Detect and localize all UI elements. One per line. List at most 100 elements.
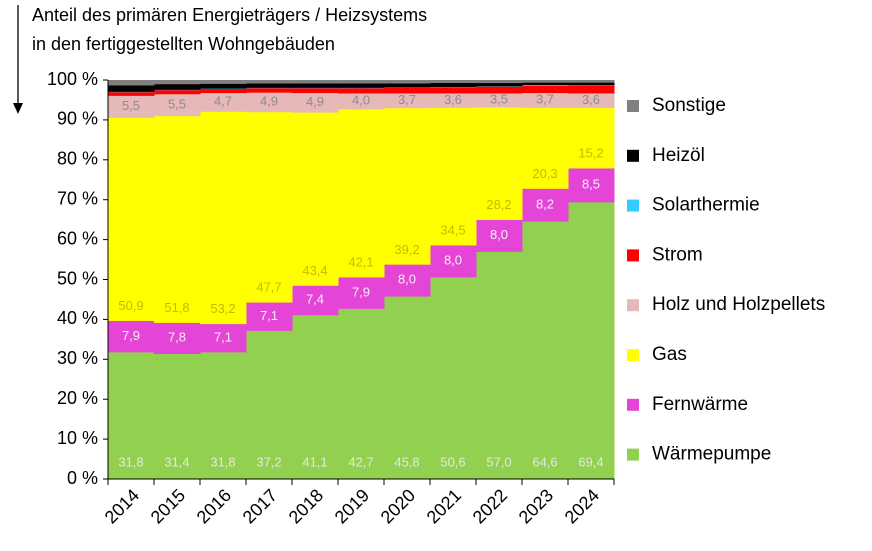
bar-segment <box>246 111 293 303</box>
data-label: 3,6 <box>444 92 462 107</box>
data-label: 50,6 <box>440 454 465 469</box>
bar-segment <box>246 302 293 331</box>
bar-segment <box>200 88 247 90</box>
data-label: 31,4 <box>164 454 189 469</box>
legend-swatch <box>627 149 639 162</box>
bar-segment <box>476 219 523 252</box>
legend-swatch <box>627 299 639 312</box>
data-label: 53,2 <box>210 301 235 316</box>
bar-segment <box>200 88 247 94</box>
bar-segment <box>568 80 615 83</box>
data-label: 4,0 <box>352 93 370 108</box>
legend-label: Holz und Holzpellets <box>652 294 825 315</box>
bar-segment <box>338 277 385 309</box>
bar-segment <box>292 112 339 286</box>
bar-segment <box>430 93 477 108</box>
bar-segment <box>568 84 615 86</box>
data-label: 8,0 <box>490 227 508 242</box>
bar-segment <box>384 93 431 109</box>
bar-segment <box>476 80 523 84</box>
data-label: 28,2 <box>486 197 511 212</box>
y-tick-label: 20 % <box>57 388 98 408</box>
bar-segment <box>430 86 477 88</box>
x-tick-label: 2016 <box>193 485 235 527</box>
bar-segment <box>200 323 247 353</box>
legend-label: Fernwärme <box>652 394 748 415</box>
data-label: 5,5 <box>168 96 186 111</box>
data-label: 3,5 <box>490 92 508 107</box>
bar-segment <box>338 83 385 88</box>
bar-segment <box>338 93 385 110</box>
data-label: 7,9 <box>122 328 140 343</box>
data-label: 8,2 <box>536 196 554 211</box>
bar-segment <box>108 95 155 118</box>
bar-segment <box>292 87 339 89</box>
bar-segment <box>292 285 339 316</box>
data-label: 5,5 <box>122 98 140 113</box>
bar-segment <box>384 107 431 265</box>
bar-segment <box>430 277 477 480</box>
bar-segment <box>200 352 247 480</box>
bar-segment <box>200 80 247 84</box>
data-label: 7,9 <box>352 284 370 299</box>
bar-segment <box>568 168 615 203</box>
bar-segment <box>292 83 339 88</box>
x-tick-label: 2023 <box>515 485 557 527</box>
bar-segment <box>476 82 523 87</box>
x-tick-label: 2017 <box>239 485 281 527</box>
bar-segment <box>246 87 293 93</box>
bar-segment <box>338 87 385 94</box>
data-label: 8,0 <box>398 272 416 287</box>
bar-segment <box>476 251 523 480</box>
bar-segment <box>430 107 477 246</box>
x-tick-label: 2024 <box>561 485 603 527</box>
data-label: 8,5 <box>582 177 600 192</box>
bar-segment <box>292 92 339 113</box>
bar-segment <box>522 107 569 189</box>
y-tick-label: 80 % <box>57 149 98 169</box>
y-tick-label: 100 % <box>47 69 98 89</box>
bar-segment <box>200 92 247 112</box>
arrow-head <box>13 103 23 114</box>
bar-segment <box>108 352 155 480</box>
legend-label: Sonstige <box>652 95 726 116</box>
bar-segment <box>568 85 615 94</box>
bar-segment <box>476 93 523 108</box>
bar-segment <box>384 87 431 88</box>
legend-swatch <box>627 349 639 361</box>
bar-segment <box>108 91 155 96</box>
data-label: 15,2 <box>578 146 603 161</box>
legend-label: Strom <box>652 244 703 265</box>
bar-segment <box>522 221 569 480</box>
bar-segment <box>384 87 431 94</box>
bar-segment <box>154 115 201 323</box>
bar-segment <box>430 245 477 278</box>
legend-swatch <box>627 398 639 411</box>
bar-segment <box>384 264 431 297</box>
bar-segment <box>568 202 615 480</box>
x-tick-label: 2014 <box>101 485 143 527</box>
data-label: 31,8 <box>210 454 235 469</box>
data-label: 7,8 <box>168 330 186 345</box>
data-label: 31,8 <box>118 454 143 469</box>
bar-segment <box>292 80 339 84</box>
bar-segment <box>568 82 615 86</box>
legend-label: Heizöl <box>652 145 705 166</box>
bar-segment <box>200 83 247 89</box>
bar-segment <box>522 188 569 222</box>
legend-swatch <box>627 100 639 112</box>
data-label: 39,2 <box>394 242 419 257</box>
bar-segment <box>154 89 201 95</box>
data-label: 4,7 <box>214 94 232 109</box>
data-label: 51,8 <box>164 300 189 315</box>
bar-segment <box>246 92 293 113</box>
data-label: 4,9 <box>260 94 278 109</box>
y-tick-label: 70 % <box>57 188 98 208</box>
bar-segment <box>108 80 155 86</box>
bar-segment <box>476 86 523 94</box>
bar-segment <box>338 109 385 278</box>
data-label: 7,4 <box>306 292 324 307</box>
x-tick-label: 2020 <box>377 485 419 527</box>
bar-segment <box>154 80 201 85</box>
bar-segment <box>154 322 201 355</box>
